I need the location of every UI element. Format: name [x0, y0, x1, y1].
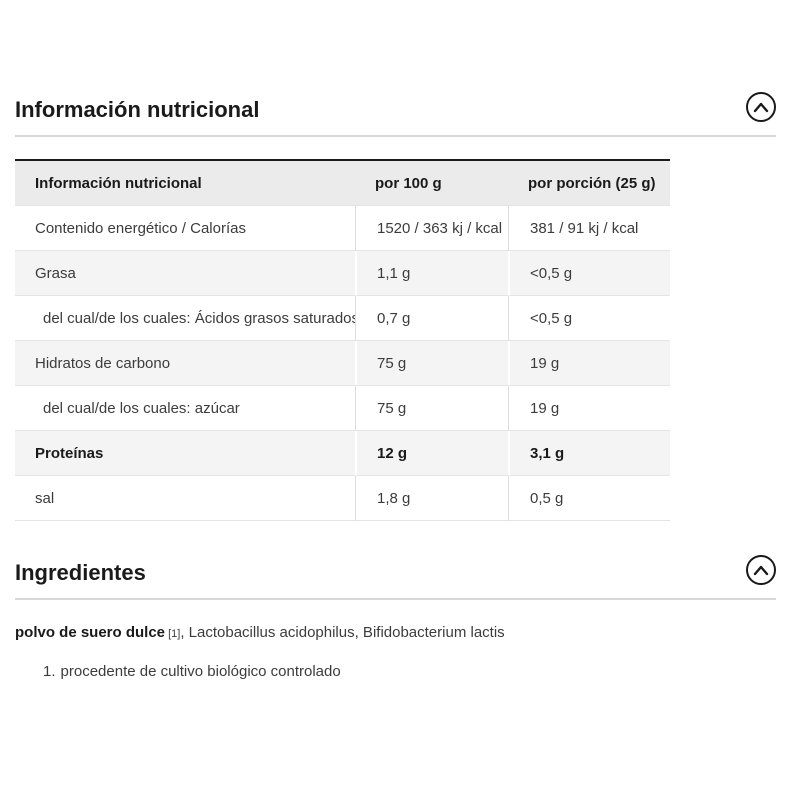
table-row: del cual/de los cuales: azúcar 75 g 19 g: [15, 386, 670, 431]
row-value-portion: 381 / 91 kj / kcal: [508, 206, 670, 251]
row-value-100g: 1520 / 363 kj / kcal: [355, 206, 508, 251]
row-label: Grasa: [15, 251, 355, 296]
table-row: Contenido energético / Calorías 1520 / 3…: [15, 206, 670, 251]
table-header-row: Información nutricional por 100 g por po…: [15, 161, 670, 206]
ingredients-section-title: Ingredientes: [15, 559, 146, 585]
row-value-portion: 3,1 g: [508, 431, 670, 476]
row-label: Proteínas: [15, 431, 355, 476]
row-value-portion: 0,5 g: [508, 476, 670, 521]
footnote-reference: [1]: [165, 628, 181, 640]
row-value-portion: <0,5 g: [508, 251, 670, 296]
table-row: Proteínas 12 g 3,1 g: [15, 431, 670, 476]
collapse-nutrition-button[interactable]: [746, 92, 776, 122]
row-value-100g: 75 g: [355, 386, 508, 431]
row-label: del cual/de los cuales: azúcar: [15, 386, 355, 431]
table-row: Grasa 1,1 g <0,5 g: [15, 251, 670, 296]
chevron-up-icon: [753, 102, 769, 113]
column-header-per-portion: por porción (25 g): [508, 161, 670, 206]
row-value-100g: 75 g: [355, 341, 508, 386]
row-value-100g: 12 g: [355, 431, 508, 476]
nutrition-table: Información nutricional por 100 g por po…: [15, 159, 670, 521]
row-value-portion: 19 g: [508, 341, 670, 386]
row-value-portion: <0,5 g: [508, 296, 670, 341]
row-label: del cual/de los cuales: Ácidos grasos sa…: [15, 296, 355, 341]
table-row: sal 1,8 g 0,5 g: [15, 476, 670, 521]
footnote-text: procedente de cultivo biológico controla…: [60, 663, 341, 680]
row-label: sal: [15, 476, 355, 521]
chevron-up-icon: [753, 565, 769, 576]
row-value-100g: 1,8 g: [355, 476, 508, 521]
row-label: Contenido energético / Calorías: [15, 206, 355, 251]
footnote-number: 1.: [43, 663, 56, 680]
ingredients-text: polvo de suero dulce [1], Lactobacillus …: [15, 624, 785, 641]
table-row: Hidratos de carbono 75 g 19 g: [15, 341, 670, 386]
ingredient-rest: , Lactobacillus acidophilus, Bifidobacte…: [180, 624, 505, 641]
row-value-portion: 19 g: [508, 386, 670, 431]
row-label: Hidratos de carbono: [15, 341, 355, 386]
footnote-item: 1. procedente de cultivo biológico contro…: [15, 663, 785, 680]
ingredient-main: polvo de suero dulce: [15, 624, 166, 641]
collapse-ingredients-button[interactable]: [746, 555, 776, 585]
section-header-nutrition: Información nutricional: [15, 92, 776, 137]
row-value-100g: 1,1 g: [355, 251, 508, 296]
section-header-ingredients: Ingredientes: [15, 555, 776, 600]
product-info-panel: Información nutricional Información nutr…: [15, 92, 785, 680]
column-header-label: Información nutricional: [15, 161, 355, 206]
table-row: del cual/de los cuales: Ácidos grasos sa…: [15, 296, 670, 341]
nutrition-section-title: Información nutricional: [15, 96, 260, 122]
column-header-per-100g: por 100 g: [355, 161, 508, 206]
row-value-100g: 0,7 g: [355, 296, 508, 341]
